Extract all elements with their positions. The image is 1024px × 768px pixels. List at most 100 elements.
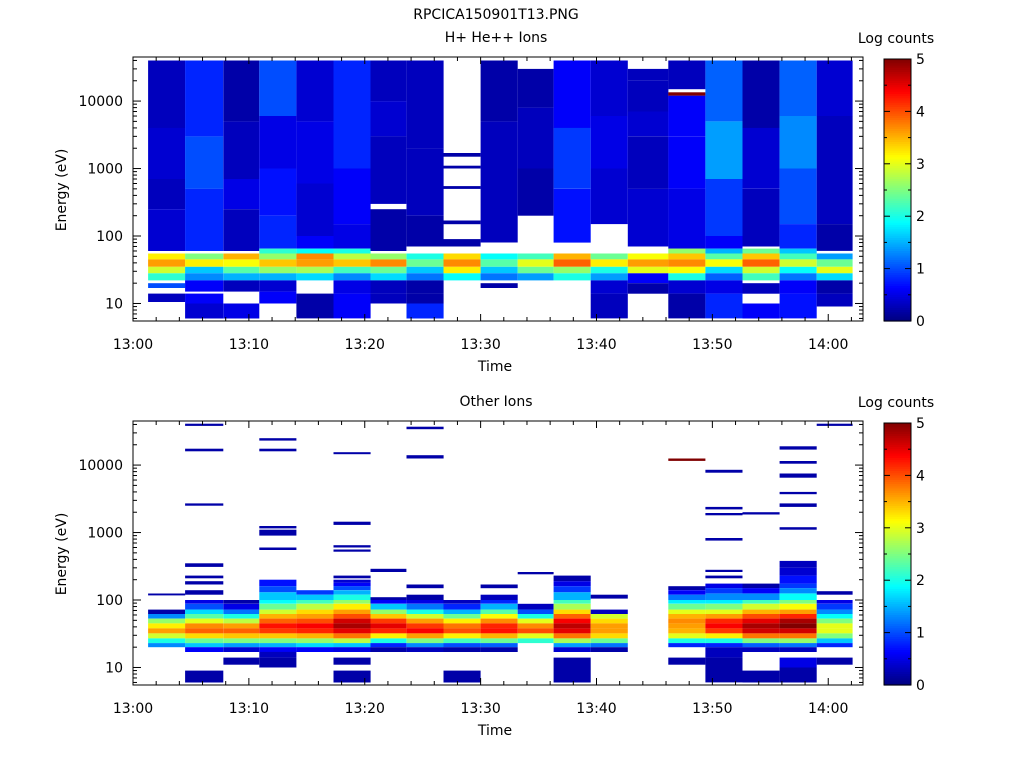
colorbar-segment — [884, 275, 911, 278]
colorbar-segment — [884, 436, 911, 439]
heatmap-cell — [816, 614, 853, 619]
y-tick-label: 10 — [105, 296, 123, 312]
heatmap-cell — [668, 136, 706, 189]
heatmap-cell — [668, 259, 706, 267]
colorbar-segment — [884, 299, 911, 302]
heatmap-cell — [668, 609, 706, 614]
heatmap-cell — [590, 609, 628, 614]
heatmap-cell — [148, 209, 186, 251]
heatmap-cell — [742, 647, 780, 652]
heatmap-cell — [705, 583, 743, 589]
colorbar-segment — [884, 185, 911, 189]
colorbar-segment — [884, 671, 911, 675]
colorbar-segment — [884, 564, 911, 568]
colorbar-segment — [884, 431, 911, 435]
colorbar-segment — [884, 244, 911, 248]
colorbar-tick-label: 3 — [916, 521, 925, 537]
colorbar-segment — [884, 165, 911, 169]
heatmap-cell — [296, 628, 334, 634]
heatmap-cell — [148, 273, 186, 281]
heatmap-cell — [705, 280, 743, 294]
heatmap-cell — [779, 266, 817, 274]
heatmap-cell — [517, 638, 554, 644]
heatmap-cell — [443, 266, 481, 274]
heatmap-cell — [406, 609, 444, 614]
x-tick-label: 13:20 — [345, 701, 385, 717]
y-tick-label: 1000 — [87, 526, 123, 542]
heatmap-cell — [148, 60, 186, 128]
heatmap-cell — [223, 643, 260, 648]
colorbar-segment — [884, 296, 911, 300]
heatmap-cell — [185, 280, 224, 292]
heatmap-cell — [296, 121, 334, 184]
heatmap-cell — [668, 60, 706, 90]
colorbar-segment — [884, 527, 911, 531]
heatmap-cell — [590, 594, 628, 599]
heatmap-cell — [668, 266, 706, 274]
heatmap-cell — [406, 293, 444, 304]
heatmap-cell — [779, 647, 817, 652]
colorbar-segment — [884, 176, 911, 180]
heatmap-cell — [333, 614, 371, 619]
heatmap-cell — [148, 614, 186, 619]
colorbar-segment — [884, 314, 911, 318]
heatmap-cell — [223, 603, 260, 610]
heatmap-cell — [816, 423, 853, 426]
heatmap-cell — [296, 259, 334, 267]
heatmap-cell — [333, 670, 371, 683]
heatmap-cell — [590, 638, 628, 644]
heatmap-cell — [779, 638, 817, 644]
heatmap-cell — [406, 455, 444, 459]
heatmap-cell — [333, 521, 371, 525]
colorbar-segment — [884, 59, 911, 62]
heatmap-cell — [627, 80, 669, 112]
colorbar-segment — [884, 674, 911, 677]
heatmap-cell — [705, 588, 743, 594]
heatmap-cell — [406, 259, 444, 267]
colorbar-segment — [884, 455, 911, 459]
heatmap-cell — [333, 633, 371, 639]
heatmap-cell — [259, 623, 297, 629]
colorbar-tick-label: 3 — [916, 157, 925, 173]
heatmap-cell — [779, 259, 817, 267]
colorbar-segment — [884, 172, 911, 176]
heatmap-cell — [296, 638, 334, 644]
colorbar-segment — [884, 580, 911, 583]
heatmap-cell — [443, 670, 481, 683]
colorbar-segment — [884, 257, 911, 261]
colorbar-tick-label: 2 — [916, 209, 925, 225]
heatmap-cell — [296, 183, 334, 236]
heatmap-cell — [148, 293, 186, 302]
colorbar-segment — [884, 194, 911, 198]
colorbar-segment — [884, 573, 911, 577]
colorbar-segment — [884, 128, 911, 132]
heatmap-cell — [296, 623, 334, 629]
x-tick-label: 13:40 — [576, 701, 616, 717]
colorbar-segment — [884, 599, 911, 603]
heatmap-cell — [517, 618, 554, 624]
heatmap-cell — [296, 618, 334, 624]
colorbar-segment — [884, 645, 911, 649]
heatmap-cell — [443, 614, 481, 619]
heatmap-cell — [223, 614, 260, 619]
colorbar-segment — [884, 316, 911, 320]
heatmap-cell — [259, 253, 297, 260]
colorbar-segment — [884, 495, 911, 498]
colorbar-segment — [884, 486, 911, 490]
heatmap-cell — [185, 643, 224, 648]
heatmap-cell — [668, 586, 706, 591]
colorbar-tick-label: 5 — [916, 52, 925, 68]
heatmap-cell — [816, 591, 853, 595]
heatmap-cell — [333, 586, 371, 591]
heatmap-cell — [333, 111, 371, 169]
colorbar-segment — [884, 224, 911, 228]
heatmap-cell — [370, 101, 407, 137]
colorbar-segment — [884, 654, 911, 658]
heatmap-cell — [296, 590, 334, 595]
heatmap-cell — [223, 628, 260, 634]
heatmap-cell — [185, 259, 224, 267]
heatmap-cell — [553, 575, 591, 582]
heatmap-cell — [742, 600, 780, 604]
heatmap-cell — [553, 581, 591, 587]
heatmap-cell — [148, 253, 186, 260]
